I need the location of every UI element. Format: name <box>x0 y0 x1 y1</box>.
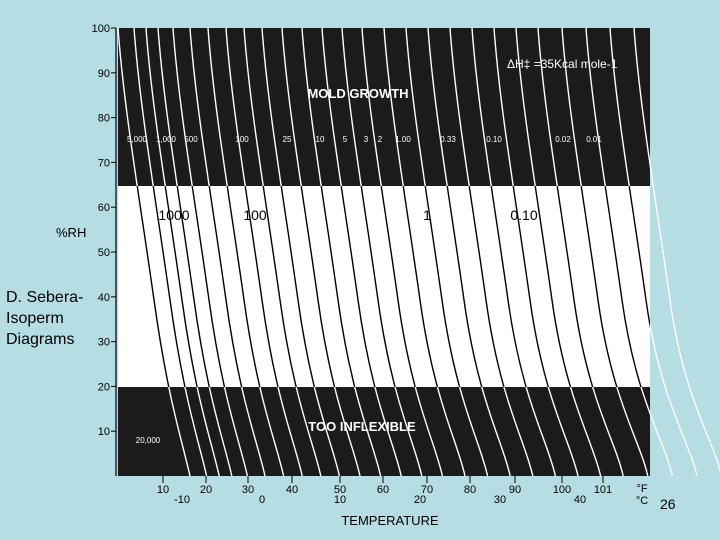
x-tick-label-f: 101 <box>594 484 612 496</box>
isoperm-line <box>152 186 186 387</box>
series-label-top: 0.02 <box>555 135 571 144</box>
series-label-top: 0.10 <box>486 135 502 144</box>
series-label-top: 500 <box>184 135 198 144</box>
x-tick-label-f: 30 <box>242 484 254 496</box>
series-label-top: 100 <box>235 135 249 144</box>
y-tick-label: 10 <box>98 426 110 438</box>
isoperm-line <box>446 186 483 387</box>
x-tick-label-f: 80 <box>464 484 476 496</box>
isoperm-line <box>490 186 527 387</box>
isoperm-line <box>580 186 618 387</box>
isoperm-line <box>512 186 550 387</box>
isoperm-line <box>556 186 594 387</box>
x-tick-label-c: 40 <box>574 494 586 506</box>
isoperm-line <box>604 186 642 387</box>
x-tick-label-c: 10 <box>334 494 346 506</box>
isoperm-line <box>380 186 416 387</box>
y-tick-label: 30 <box>98 337 110 349</box>
series-label-top: 25 <box>283 135 292 144</box>
series-label-top: 0.33 <box>440 135 456 144</box>
x-unit-f: °F <box>636 483 647 495</box>
series-label-top: 1.00 <box>395 135 411 144</box>
isoperm-line <box>164 186 198 387</box>
x-tick-label-f: 50 <box>334 484 346 496</box>
x-tick-label-c: 0 <box>259 494 265 506</box>
isoperm-line <box>402 186 439 387</box>
y-tick-label: 90 <box>98 68 110 80</box>
x-tick-label-f: 100 <box>553 484 571 496</box>
series-label-top: 0.01 <box>586 135 602 144</box>
x-unit-c: °C <box>636 495 648 507</box>
y-tick-label: 100 <box>92 23 110 35</box>
y-tick-label: 40 <box>98 292 110 304</box>
y-tick-label: 50 <box>98 247 110 259</box>
band-lower-label: TOO INFLEXIBLE <box>308 419 416 434</box>
x-tick-label-f: 60 <box>377 484 389 496</box>
side-label-line-2: Isoperm <box>6 310 64 327</box>
x-tick-label-f: 70 <box>421 484 433 496</box>
x-tick-label-c: -10 <box>174 494 190 506</box>
series-label-top: 5 <box>343 135 348 144</box>
y-tick-label: 70 <box>98 157 110 169</box>
isoperm-line <box>360 186 396 387</box>
isoperm-line <box>280 186 316 387</box>
page-number: 26 <box>660 496 676 512</box>
isoperm-line <box>244 186 279 387</box>
isoperm-line <box>262 186 297 387</box>
series-label-top: 1,000 <box>156 135 177 144</box>
x-tick-label-c: 20 <box>414 494 426 506</box>
y-tick-label: 60 <box>98 202 110 214</box>
x-tick-label-f: 20 <box>200 484 212 496</box>
y-axis-title: %RH <box>56 225 86 240</box>
y-tick-label: 20 <box>98 381 110 393</box>
highlight-label: 0.10 <box>510 207 537 223</box>
series-label-top: 10 <box>316 135 325 144</box>
x-tick-label-f: 90 <box>509 484 521 496</box>
isoperm-line-dark <box>633 27 720 473</box>
isoperm-line <box>208 186 243 387</box>
isoperm-line <box>300 186 336 387</box>
enthalpy-label: ΔH‡ =35Kcal mole-1 <box>507 57 618 71</box>
y-tick-label: 80 <box>98 113 110 125</box>
isoperm-line <box>628 186 650 329</box>
series-label-top: 5,000 <box>127 135 148 144</box>
isoperm-line <box>176 186 211 387</box>
series-label-top: 3 <box>364 135 369 144</box>
x-tick-label-c: 30 <box>494 494 506 506</box>
highlight-label: 1000 <box>158 207 189 223</box>
side-label-line-3: Diagrams <box>6 331 75 348</box>
x-tick-label-f: 10 <box>157 484 169 496</box>
isoperm-line <box>191 186 226 387</box>
isoperm-curves: 5,000 1,000 500 100 25 10 5 3 2 1.00 0.33 0.10 0.02 0… <box>117 27 720 477</box>
y-axis: 100 90 80 70 60 50 40 30 20 10 <box>92 23 117 476</box>
isoperm-line <box>424 186 461 387</box>
isoperm-line <box>534 186 572 387</box>
isoperm-line <box>340 186 376 387</box>
isoperm-line <box>468 186 505 387</box>
band-upper-label: MOLD GROWTH <box>307 86 408 101</box>
band-middle <box>118 186 650 387</box>
highlight-label: 1 <box>423 207 431 223</box>
x-tick-label-f: 40 <box>286 484 298 496</box>
isoperm-line <box>320 186 356 387</box>
isoperm-line <box>226 186 261 387</box>
isoperm-line <box>136 186 170 387</box>
side-label-line-1: D. Sebera- <box>6 289 84 306</box>
x-axis: 10 20 30 40 50 60 70 80 90 100 101 -10 0 10 20 30 40 <box>157 476 612 506</box>
highlight-label: 100 <box>243 207 267 223</box>
x-axis-title: TEMPERATURE <box>341 513 439 528</box>
series-label-top: 2 <box>378 135 383 144</box>
series-label-bottom: 20,000 <box>136 436 161 445</box>
